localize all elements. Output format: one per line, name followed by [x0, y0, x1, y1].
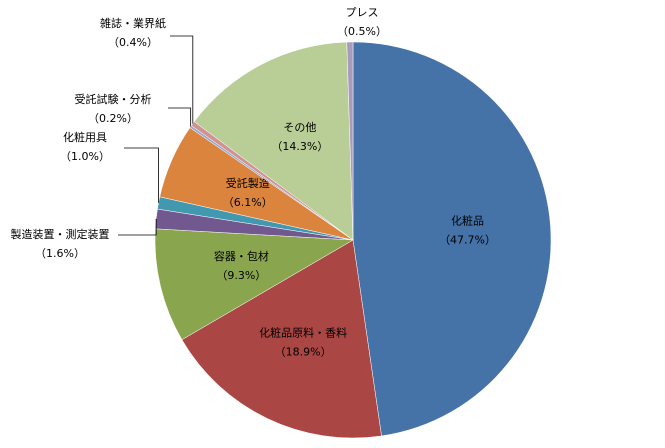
pie-slice [352, 41, 552, 437]
slice-value-label: （6.1%） [223, 196, 273, 209]
slice-value-label: （0.5%） [337, 25, 387, 38]
leader-line [168, 107, 192, 127]
slice-value-label: （14.3%） [271, 140, 328, 153]
pie-slice [193, 41, 354, 241]
slice-label: 雑誌・業界紙 [100, 16, 166, 30]
slice-value-label: （18.9%） [275, 345, 332, 358]
pie-slice [154, 228, 354, 341]
pie-slice [181, 239, 382, 439]
slice-label: 受託試験・分析 [75, 92, 152, 106]
slice-value-label: （0.4%） [108, 36, 158, 49]
slice-value-label: （1.0%） [60, 150, 110, 163]
pie-slice [346, 41, 354, 241]
slice-value-label: （47.7%） [439, 234, 496, 247]
slice-label: 受託製造 [226, 176, 270, 190]
slice-label: プレス [346, 6, 379, 19]
leader-line [118, 218, 157, 236]
slice-label: 化粧品 [451, 214, 484, 228]
slice-label: 製造装置・測定装置 [11, 227, 110, 241]
leader-line [170, 35, 194, 124]
slice-value-label: （0.2%） [88, 112, 138, 125]
slice-value-label: （1.6%） [35, 247, 85, 260]
leader-line [124, 147, 159, 203]
slice-label: 容器・包材 [214, 249, 269, 263]
slice-label: 化粧用具 [63, 130, 107, 144]
slice-label: その他 [283, 121, 316, 134]
slice-label: 化粧品原料・香料 [259, 325, 347, 339]
slice-value-label: （9.3%） [216, 269, 266, 282]
